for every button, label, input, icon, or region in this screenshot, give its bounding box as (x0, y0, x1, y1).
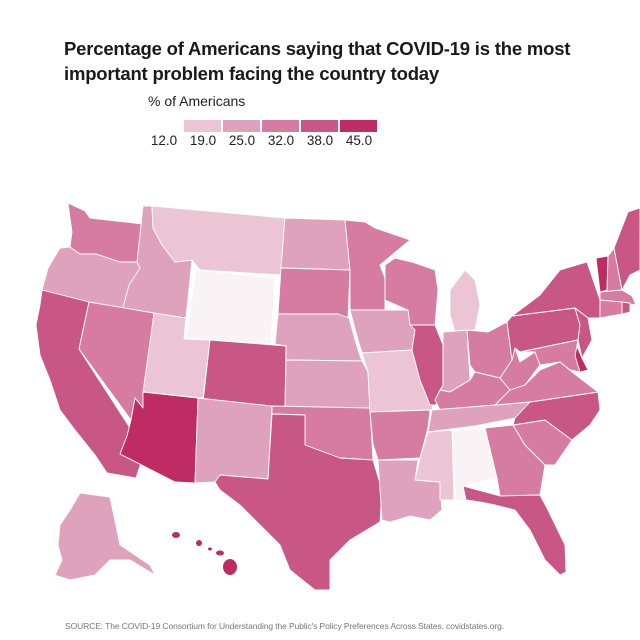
legend-swatch-3 (262, 120, 299, 132)
state-NY[interactable] (511, 261, 601, 319)
state-WY[interactable] (185, 269, 276, 345)
state-ND[interactable] (280, 217, 351, 271)
legend: 12.0 19.0 25.0 32.0 38.0 45.0 (146, 120, 386, 156)
state-SD[interactable] (277, 267, 351, 319)
state-MI[interactable] (449, 269, 481, 333)
legend-swatch-1 (184, 120, 221, 132)
state-VT[interactable] (595, 255, 609, 293)
state-IA[interactable] (349, 309, 416, 354)
state-IL[interactable] (409, 324, 444, 406)
legend-label: 25.0 (228, 133, 256, 148)
legend-label: 12.0 (150, 133, 178, 148)
legend-swatch-2 (223, 120, 260, 132)
legend-swatch-5 (340, 120, 377, 132)
state-LA[interactable] (377, 459, 443, 523)
state-NE[interactable] (274, 313, 363, 362)
state-KS[interactable] (284, 359, 371, 409)
legend-label: 45.0 (345, 133, 373, 148)
legend-label: 38.0 (306, 133, 334, 148)
state-MD[interactable] (519, 339, 581, 373)
legend-label: 19.0 (189, 133, 217, 148)
state-HI[interactable] (172, 532, 237, 575)
state-TX[interactable] (214, 413, 383, 591)
state-AR[interactable] (369, 409, 431, 461)
chart-title: Percentage of Americans saying that COVI… (64, 38, 571, 84)
state-NC[interactable] (512, 391, 601, 441)
legend-title: % of Americans (148, 93, 246, 109)
state-CO[interactable] (202, 339, 287, 409)
state-NM[interactable] (194, 397, 273, 484)
source-note: SOURCE: The COVID-19 Consortium for Unde… (65, 621, 504, 631)
state-CT[interactable] (599, 299, 623, 319)
state-WI[interactable] (384, 257, 439, 326)
state-CA[interactable] (35, 289, 144, 479)
legend-swatch-4 (301, 120, 338, 132)
state-RI[interactable] (621, 301, 631, 315)
state-AK[interactable] (54, 492, 156, 581)
state-FL[interactable] (462, 485, 567, 576)
state-MN[interactable] (344, 219, 411, 311)
legend-label: 32.0 (267, 133, 295, 148)
